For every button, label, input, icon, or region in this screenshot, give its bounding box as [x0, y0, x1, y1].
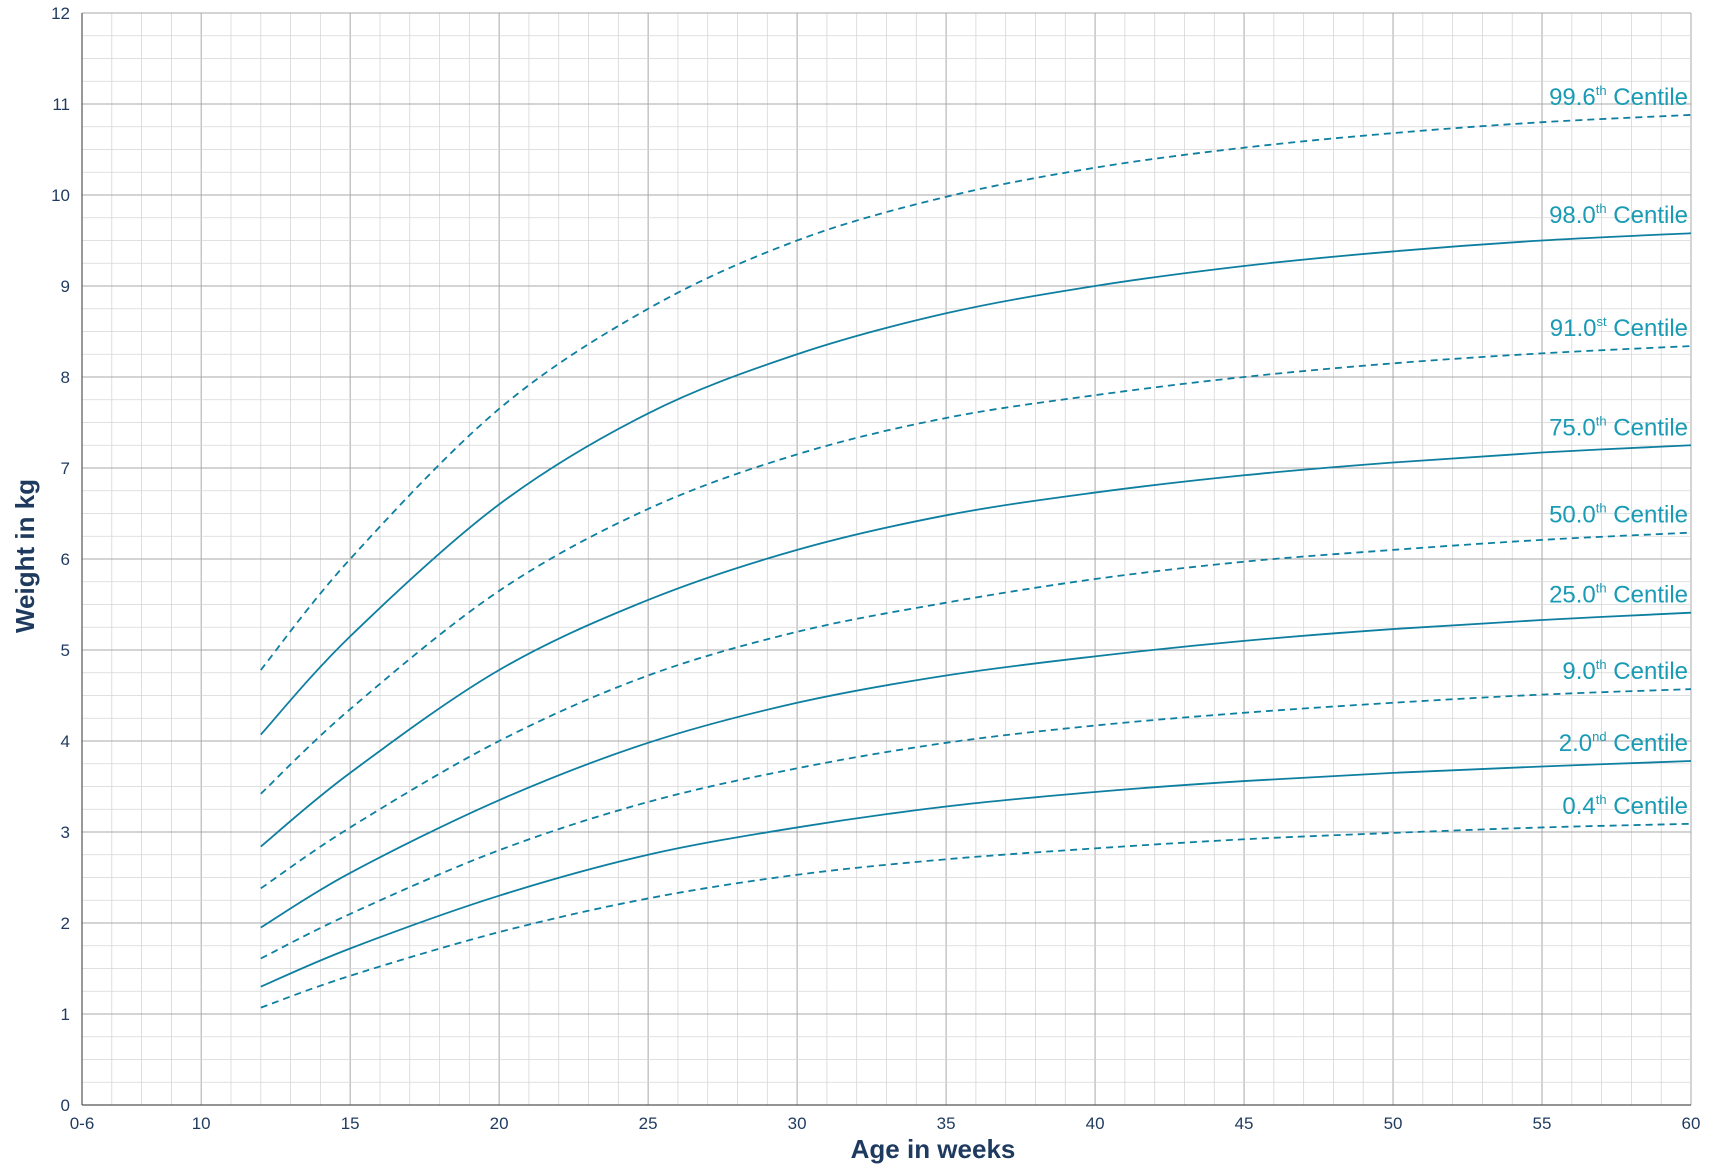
x-tick-label: 50	[1384, 1114, 1403, 1133]
y-tick-label: 8	[61, 368, 70, 387]
grid	[81, 12, 1692, 1106]
x-tick-label: 60	[1682, 1114, 1701, 1133]
x-tick-labels: 0-6 10 15 20 25 30 35 40 45 50 55 60	[70, 1114, 1701, 1133]
centile-label: 98.0th Centile	[1549, 201, 1688, 229]
centile-curve	[260, 531, 1692, 890]
x-tick-label: 55	[1533, 1114, 1552, 1133]
x-tick-label: 10	[192, 1114, 211, 1133]
x-tick-label: 40	[1086, 1114, 1105, 1133]
x-tick-label: 30	[788, 1114, 807, 1133]
centile-curve	[260, 345, 1692, 795]
centile-curve	[260, 611, 1692, 929]
y-tick-label: 5	[61, 641, 70, 660]
centile-curve	[260, 444, 1692, 848]
centile-curves	[260, 114, 1692, 1009]
centile-label: 99.6th Centile	[1549, 83, 1688, 111]
y-tick-label: 2	[61, 914, 70, 933]
centile-curve	[260, 822, 1692, 1009]
x-tick-label: 0-6	[70, 1114, 95, 1133]
centile-label: 75.0th Centile	[1549, 413, 1688, 441]
y-tick-label: 4	[61, 732, 70, 751]
x-tick-label: 25	[639, 1114, 658, 1133]
centile-curve	[260, 760, 1692, 988]
centile-label: 25.0th Centile	[1549, 581, 1688, 609]
y-tick-label: 7	[61, 459, 70, 478]
centile-label: 2.0nd Centile	[1559, 729, 1688, 757]
y-tick-label: 6	[61, 550, 70, 569]
x-tick-label: 45	[1235, 1114, 1254, 1133]
y-tick-label: 1	[61, 1005, 70, 1024]
y-tick-label: 11	[52, 95, 70, 114]
x-tick-label: 35	[937, 1114, 956, 1133]
x-axis-title: Age in weeks	[851, 1134, 1016, 1164]
centile-curve	[260, 232, 1692, 736]
centile-curve	[260, 688, 1692, 960]
y-axis-title: Weight in kg	[10, 479, 40, 633]
centile-curve	[260, 114, 1692, 671]
centile-label: 91.0st Centile	[1550, 314, 1688, 342]
centile-label: 0.4th Centile	[1562, 792, 1688, 820]
y-tick-label: 12	[51, 4, 70, 23]
y-tick-label: 10	[51, 186, 70, 205]
centile-label: 50.0th Centile	[1549, 501, 1688, 529]
y-tick-label: 0	[61, 1096, 70, 1115]
centile-labels: 99.6th Centile 98.0th Centile 91.0st Centi…	[1549, 83, 1688, 820]
axes	[81, 13, 1691, 1106]
y-tick-label: 9	[61, 277, 70, 296]
centile-label: 9.0th Centile	[1562, 657, 1688, 685]
x-tick-label: 15	[341, 1114, 360, 1133]
x-tick-label: 20	[490, 1114, 509, 1133]
y-tick-label: 3	[61, 823, 70, 842]
